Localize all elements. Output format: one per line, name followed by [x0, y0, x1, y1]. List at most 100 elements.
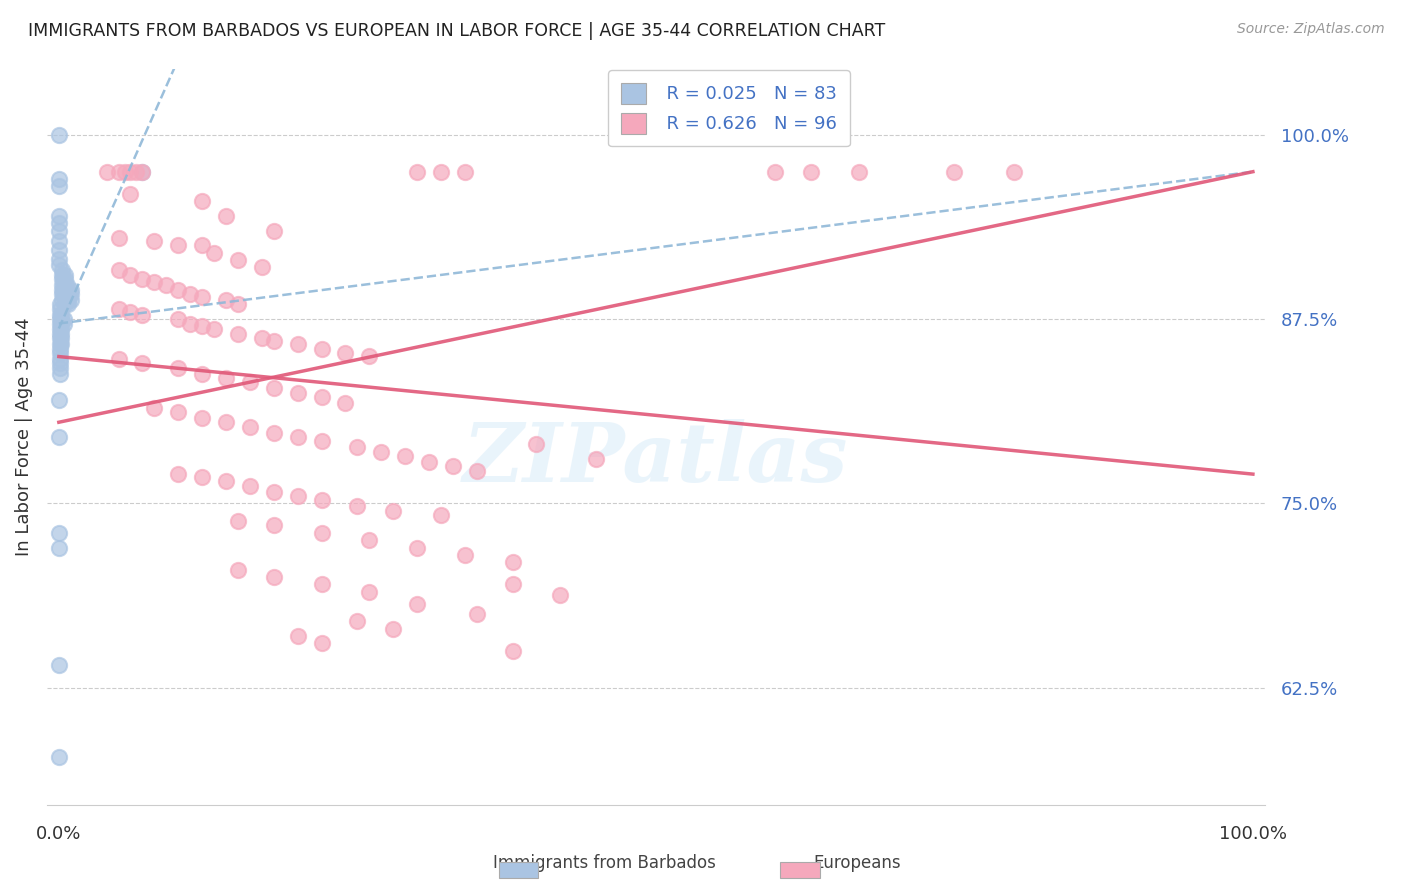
Point	[763, 164, 786, 178]
Point	[465, 607, 488, 621]
Point	[143, 401, 166, 415]
Point	[51, 337, 73, 351]
Point	[215, 293, 238, 307]
Point	[215, 474, 238, 488]
Point	[263, 425, 285, 440]
Point	[49, 312, 72, 326]
Point	[465, 464, 488, 478]
Point	[263, 381, 285, 395]
Point	[53, 272, 76, 286]
Point	[418, 455, 440, 469]
Point	[226, 253, 249, 268]
Point	[59, 293, 82, 307]
Point	[53, 268, 76, 282]
Point	[226, 297, 249, 311]
Point	[58, 287, 80, 301]
Point	[114, 164, 136, 178]
Point	[131, 272, 153, 286]
Point	[125, 164, 148, 178]
Text: ZIPatlas: ZIPatlas	[463, 419, 849, 500]
Point	[48, 216, 70, 230]
Point	[49, 297, 72, 311]
Point	[51, 287, 73, 301]
Point	[370, 444, 392, 458]
Point	[59, 287, 82, 301]
Point	[191, 367, 214, 381]
Point	[179, 317, 201, 331]
Point	[51, 283, 73, 297]
Point	[202, 322, 225, 336]
Point	[226, 326, 249, 341]
Point	[454, 548, 477, 562]
Point	[49, 360, 72, 375]
Point	[58, 293, 80, 307]
Point	[454, 164, 477, 178]
Point	[51, 317, 73, 331]
Point	[502, 577, 524, 591]
Point	[250, 260, 273, 275]
Point	[107, 231, 129, 245]
Point	[359, 349, 381, 363]
Point	[56, 287, 79, 301]
Point	[215, 371, 238, 385]
Point	[49, 326, 72, 341]
Point	[49, 322, 72, 336]
Point	[167, 360, 190, 375]
Point	[191, 410, 214, 425]
Point	[53, 283, 76, 297]
Point	[346, 614, 368, 628]
Point	[263, 484, 285, 499]
Point	[107, 351, 129, 366]
Point	[263, 518, 285, 533]
Point	[215, 415, 238, 429]
Text: Immigrants from Barbados: Immigrants from Barbados	[494, 855, 716, 872]
Point	[49, 342, 72, 356]
Point	[48, 658, 70, 673]
Point	[120, 186, 142, 201]
Point	[848, 164, 870, 178]
Point	[51, 312, 73, 326]
Point	[48, 258, 70, 272]
Point	[131, 356, 153, 370]
Point	[143, 234, 166, 248]
Point	[131, 308, 153, 322]
Point	[56, 293, 79, 307]
Point	[51, 263, 73, 277]
Point	[311, 434, 333, 449]
Point	[585, 452, 607, 467]
Point	[48, 224, 70, 238]
Point	[56, 283, 79, 297]
Point	[49, 308, 72, 322]
Point	[48, 128, 70, 142]
Point	[441, 459, 464, 474]
Point	[359, 584, 381, 599]
Point	[49, 337, 72, 351]
Point	[263, 570, 285, 584]
Point	[49, 351, 72, 366]
Point	[48, 541, 70, 555]
Point	[502, 555, 524, 569]
Point	[287, 629, 309, 643]
Point	[52, 312, 75, 326]
Point	[51, 308, 73, 322]
Point	[239, 376, 262, 390]
Point	[287, 489, 309, 503]
Point	[48, 393, 70, 408]
Point	[346, 440, 368, 454]
Point	[107, 263, 129, 277]
Point	[167, 405, 190, 419]
Text: Source: ZipAtlas.com: Source: ZipAtlas.com	[1237, 22, 1385, 37]
Point	[800, 164, 823, 178]
Point	[311, 525, 333, 540]
Point	[311, 577, 333, 591]
Point	[287, 430, 309, 444]
Point	[131, 164, 153, 178]
Text: IMMIGRANTS FROM BARBADOS VS EUROPEAN IN LABOR FORCE | AGE 35-44 CORRELATION CHAR: IMMIGRANTS FROM BARBADOS VS EUROPEAN IN …	[28, 22, 886, 40]
Point	[311, 390, 333, 404]
Point	[120, 164, 142, 178]
Point	[53, 297, 76, 311]
Point	[191, 290, 214, 304]
Point	[550, 588, 572, 602]
Point	[107, 164, 129, 178]
Point	[48, 179, 70, 194]
